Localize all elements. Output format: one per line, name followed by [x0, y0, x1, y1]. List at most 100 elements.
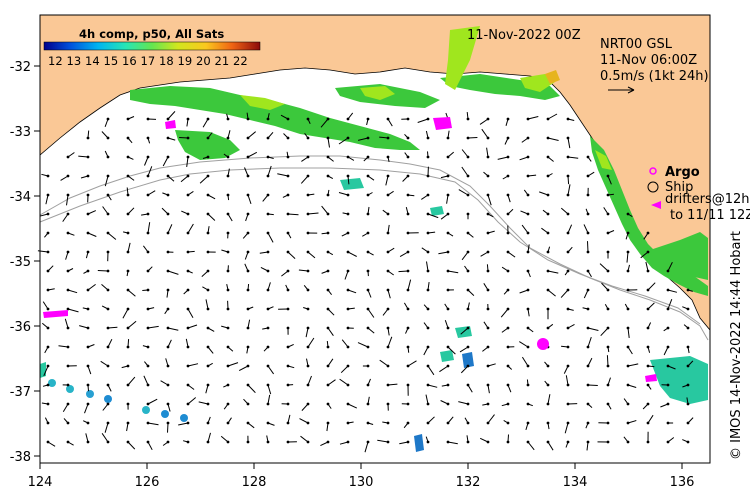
current-vector — [43, 365, 49, 376]
current-vector-origin — [586, 364, 590, 368]
current-vector-origin — [166, 117, 170, 121]
current-vector — [539, 191, 549, 196]
colorbar-tick-label: 14 — [85, 54, 100, 68]
current-vector — [645, 261, 649, 272]
current-vector-origin — [146, 345, 150, 349]
colorbar-tick-label: 18 — [159, 54, 174, 68]
current-vector — [627, 420, 637, 424]
current-vector — [84, 403, 89, 414]
current-vector-origin — [686, 326, 690, 330]
current-vector-origin — [446, 402, 450, 406]
current-vector-origin — [286, 193, 290, 197]
current-vector-origin — [346, 345, 350, 349]
current-vector-origin — [266, 212, 270, 216]
current-vector-origin — [646, 269, 650, 273]
x-tick-label: 128 — [242, 475, 267, 490]
current-vector — [143, 375, 149, 386]
current-vector-origin — [686, 440, 690, 444]
current-vector-origin — [346, 231, 350, 235]
current-vector-origin — [146, 212, 150, 216]
current-vector-origin — [466, 345, 470, 349]
current-vector-origin — [66, 250, 70, 254]
current-vector — [364, 441, 369, 453]
current-vector-origin — [286, 231, 290, 235]
current-vector-origin — [266, 250, 270, 254]
current-vector — [160, 380, 169, 386]
y-tick-label: -37 — [10, 385, 31, 400]
ship-legend-icon — [647, 181, 659, 193]
current-vector — [567, 137, 571, 149]
current-vector — [487, 194, 492, 206]
current-vector-origin — [446, 269, 450, 273]
current-vector-origin — [86, 212, 90, 216]
current-vector-origin — [326, 345, 330, 349]
current-vector — [600, 327, 609, 337]
current-vector — [486, 147, 489, 158]
current-vector-origin — [326, 326, 330, 330]
x-tick-label: 124 — [28, 475, 53, 490]
current-vector-origin — [466, 212, 470, 216]
current-vector-origin — [546, 383, 550, 387]
current-vector-origin — [526, 288, 530, 292]
current-vector-origin — [506, 117, 510, 121]
current-vector — [446, 194, 449, 204]
current-vectors — [37, 111, 694, 453]
current-vector-origin — [606, 402, 610, 406]
current-vector-origin — [46, 421, 50, 425]
current-vector — [407, 279, 412, 291]
current-vector — [58, 345, 69, 348]
current-vector-origin — [66, 421, 70, 425]
current-vector-origin — [346, 307, 350, 311]
current-vector-origin — [386, 250, 390, 254]
current-vector-origin — [306, 174, 310, 178]
current-vector — [187, 363, 199, 367]
current-vector-origin — [166, 421, 170, 425]
current-vector-origin — [386, 288, 390, 292]
current-vector-origin — [86, 421, 90, 425]
current-vector-origin — [446, 421, 450, 425]
current-vector-origin — [186, 440, 190, 444]
current-vector-origin — [326, 402, 330, 406]
current-vector-origin — [306, 155, 310, 159]
current-vector — [205, 299, 209, 310]
current-vector-origin — [66, 345, 70, 349]
current-vector — [85, 433, 89, 443]
current-vector-origin — [286, 117, 290, 121]
current-vector-origin — [106, 383, 110, 387]
current-vector-origin — [606, 383, 610, 387]
current-vector — [147, 325, 159, 329]
colorbar-tick-label: 22 — [233, 54, 248, 68]
current-vector-origin — [466, 364, 470, 368]
current-vector — [507, 251, 516, 258]
current-vector-origin — [406, 383, 410, 387]
current-vector — [438, 251, 449, 255]
current-vector — [287, 251, 296, 259]
current-vector-origin — [166, 174, 170, 178]
markers-legend: Argo Ship drifters@12h to 11/11 12Z — [665, 165, 750, 223]
current-vector-origin — [86, 307, 90, 311]
current-vector — [479, 437, 489, 443]
current-vector-origin — [146, 174, 150, 178]
current-vector — [167, 111, 176, 120]
current-vector — [439, 365, 449, 373]
current-vector-origin — [406, 288, 410, 292]
current-vector — [519, 156, 529, 161]
current-vector-origin — [186, 421, 190, 425]
current-vector-origin — [406, 212, 410, 216]
current-vector-origin — [466, 117, 470, 121]
current-vector — [97, 270, 109, 272]
current-vector-origin — [266, 307, 270, 311]
current-vector-origin — [86, 440, 90, 444]
current-vector-origin — [266, 345, 270, 349]
current-vector — [300, 175, 309, 184]
current-vector-origin — [306, 136, 310, 140]
current-vector-origin — [526, 136, 530, 140]
current-vector-origin — [526, 193, 530, 197]
current-vector-origin — [186, 288, 190, 292]
current-vector — [357, 137, 369, 141]
current-vector-origin — [126, 345, 130, 349]
current-vector-origin — [586, 155, 590, 159]
current-vector-origin — [446, 231, 450, 235]
current-vector-origin — [286, 155, 290, 159]
current-vector — [104, 422, 109, 433]
